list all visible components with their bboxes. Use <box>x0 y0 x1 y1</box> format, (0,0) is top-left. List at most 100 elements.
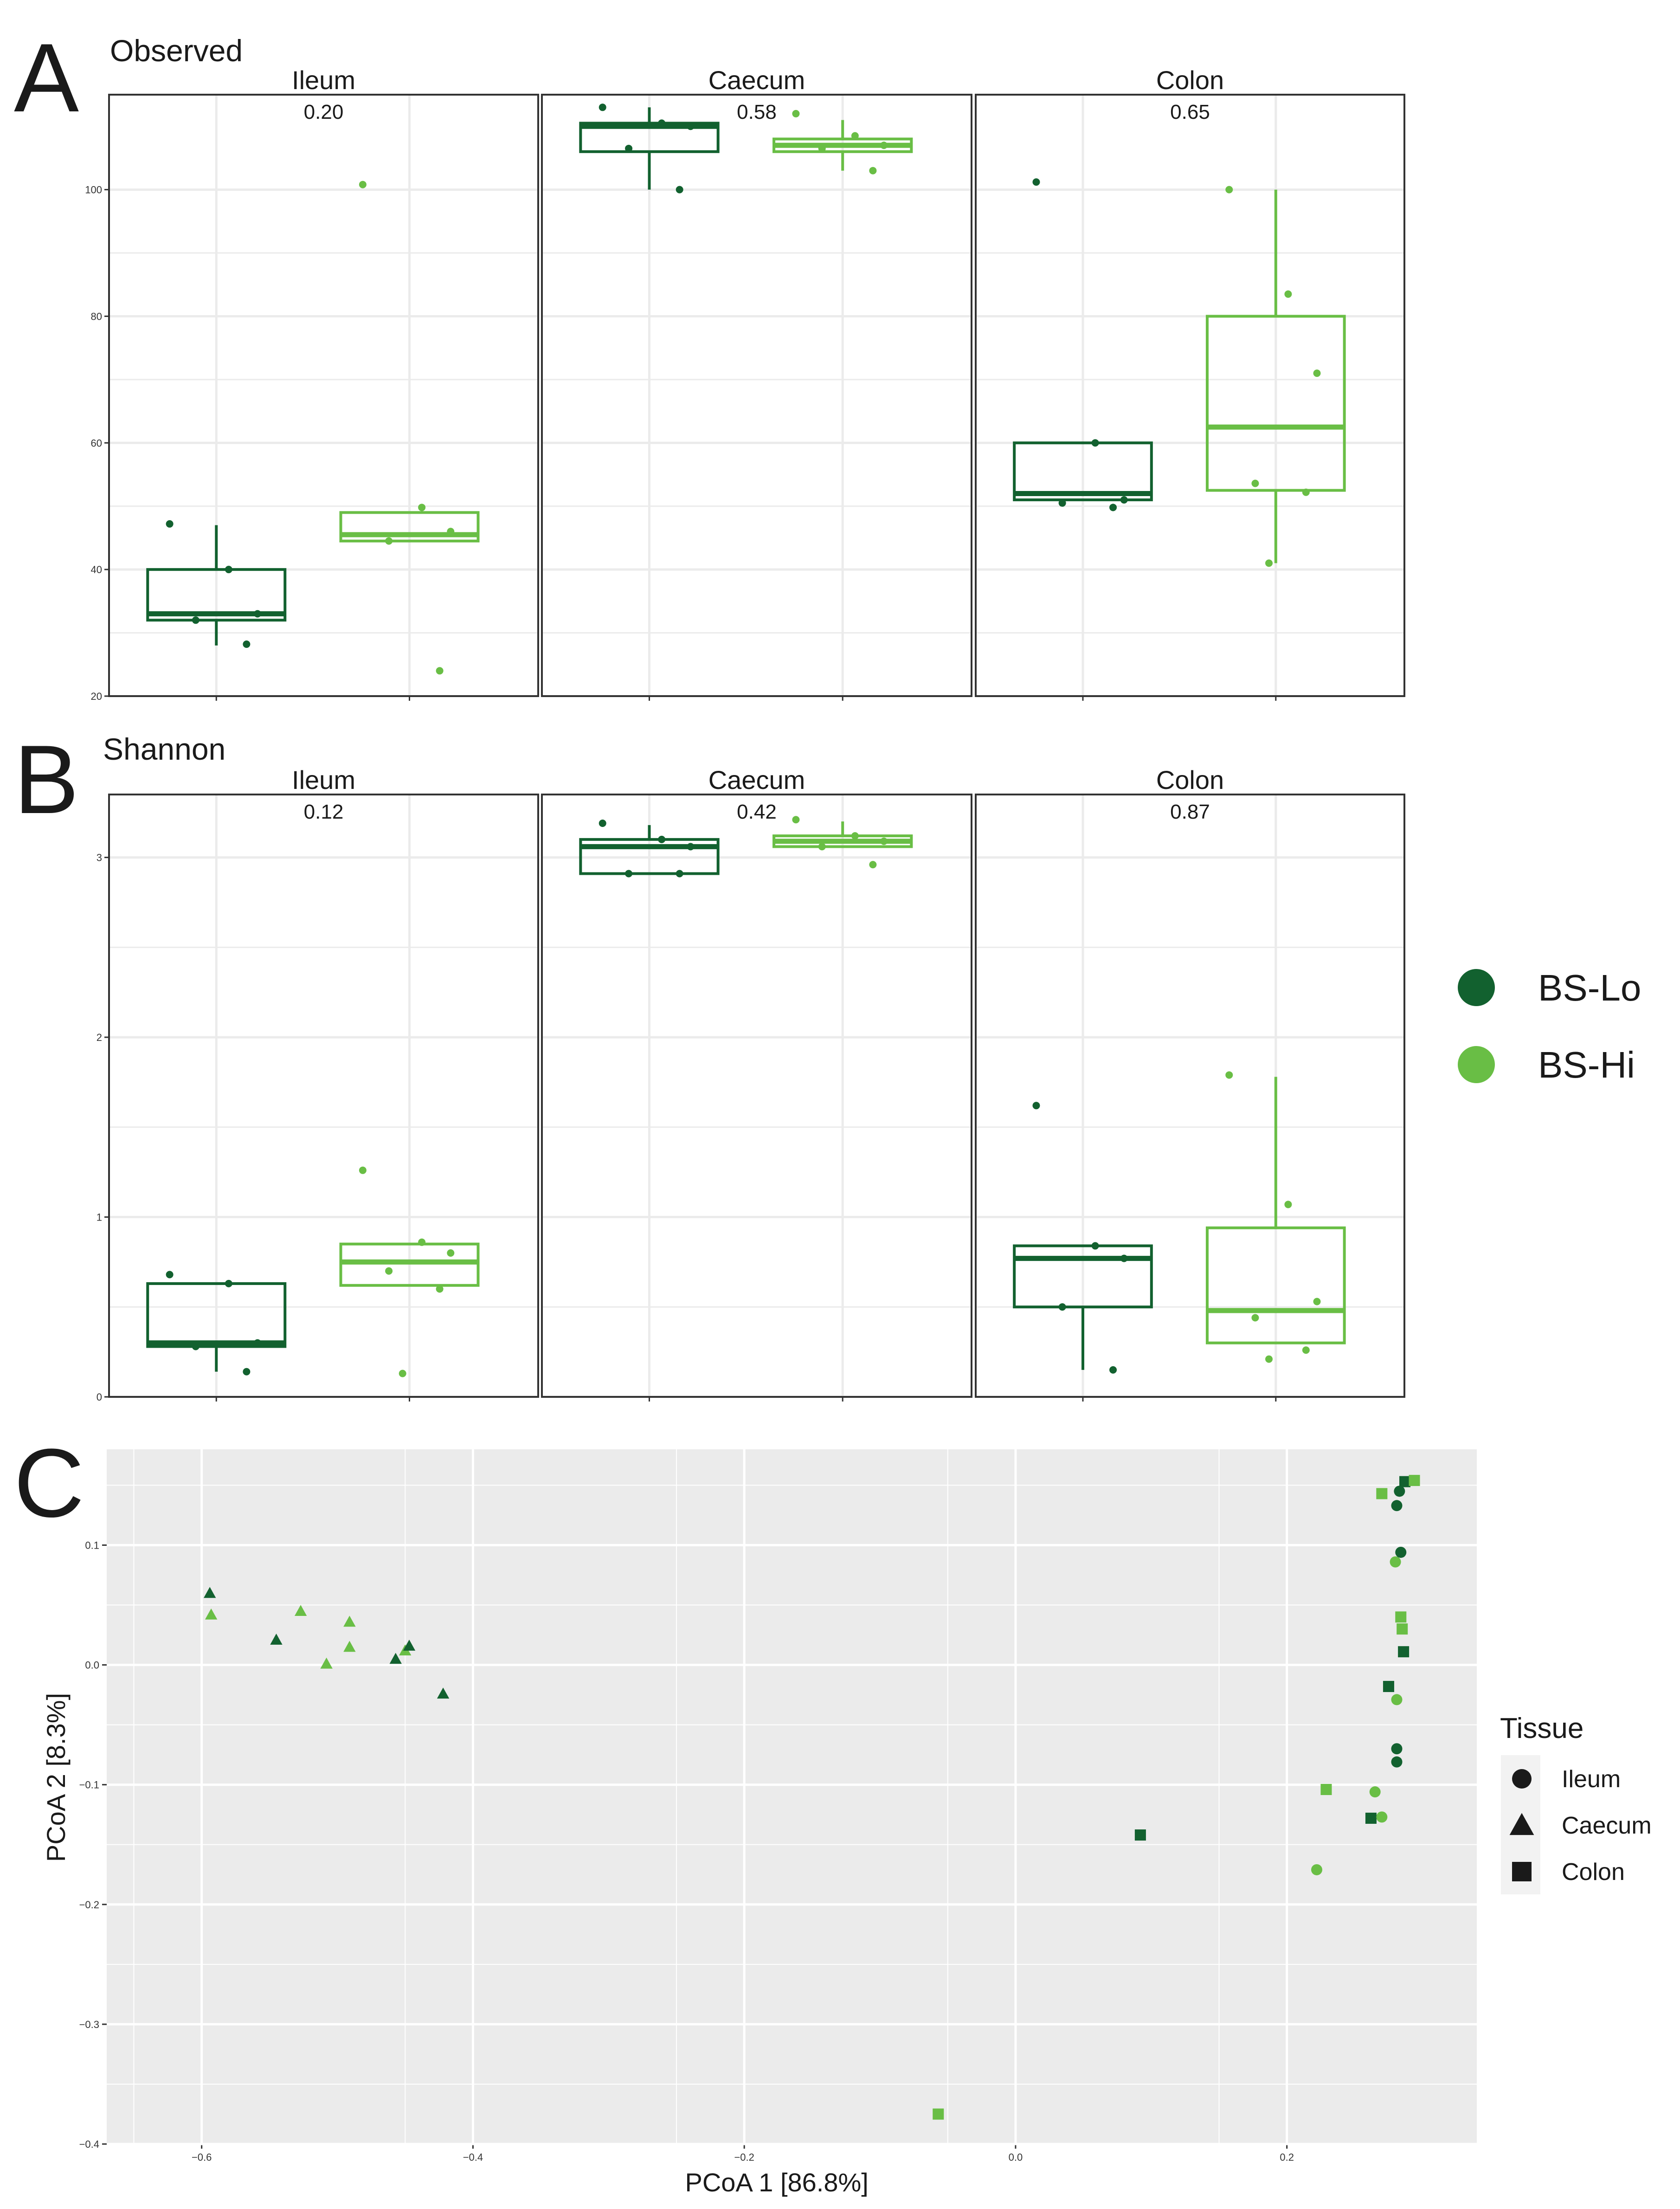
sample-point-caecum <box>437 1687 450 1699</box>
data-point <box>359 181 367 188</box>
facet-border <box>975 794 1405 1398</box>
box-bs-lo <box>579 103 720 194</box>
legend-label: BS-Hi <box>1538 1044 1635 1085</box>
iqr-box <box>146 568 287 622</box>
legend-swatch <box>1458 969 1495 1006</box>
iqr-box <box>579 122 720 153</box>
plot-background <box>107 1449 1477 2144</box>
data-point <box>1109 1366 1117 1374</box>
data-point <box>359 1166 367 1174</box>
panel-c-pcoa: −0.6 −0.4 −0.2 0.0 0.2 −0.4 −0.3 −0.2 −0.1 0.0 0.1… <box>41 1449 1477 2197</box>
sample-point-caecum <box>270 1634 283 1645</box>
x-tick-label: −0.4 <box>463 2151 483 2163</box>
data-point <box>869 861 877 869</box>
data-point <box>254 610 262 618</box>
data-point <box>1091 1242 1099 1250</box>
box-bs-hi <box>339 181 480 675</box>
data-point <box>687 843 695 851</box>
chart-title: Observed <box>110 33 243 68</box>
data-point <box>192 1343 200 1350</box>
data-point <box>1058 499 1066 507</box>
sample-point-colon <box>1395 1611 1407 1623</box>
iqr-box <box>1013 441 1153 502</box>
data-point <box>1032 1102 1040 1110</box>
box-bs-lo <box>146 520 287 648</box>
facet-colon: Colon 0.87 <box>975 765 1405 1402</box>
data-point <box>658 119 666 127</box>
data-point <box>676 870 683 878</box>
legend-item-ileum: Ileum <box>1512 1766 1621 1793</box>
facet-label: Colon <box>1156 765 1224 794</box>
data-point <box>1251 1314 1259 1322</box>
data-point <box>254 1339 262 1347</box>
data-point <box>192 616 200 624</box>
chart-title: Shannon <box>103 732 225 766</box>
legend-label: Ileum <box>1562 1766 1621 1793</box>
legend-item-bs-lo: BS-Lo <box>1458 967 1641 1008</box>
iqr-box <box>146 1282 287 1348</box>
x-tick-label: −0.6 <box>192 2151 212 2163</box>
sample-point-colon <box>1409 1475 1420 1486</box>
x-tick-label: −0.2 <box>734 2151 754 2163</box>
facet-border <box>108 94 539 697</box>
data-point <box>447 528 455 536</box>
panel-b-shannon: Shannon 0 1 2 3 Ileum 0.12 Caecum 0.42 Colon 0.87 <box>97 732 1405 1403</box>
sample-point-colon <box>1398 1646 1410 1658</box>
p-value-label: 0.87 <box>1170 801 1210 823</box>
data-point <box>166 520 174 528</box>
data-point <box>851 832 859 840</box>
data-point <box>792 110 800 117</box>
facet-border <box>541 94 972 697</box>
data-point <box>880 837 888 845</box>
data-point <box>676 186 683 194</box>
y-tick-label: 80 <box>91 310 102 322</box>
sample-point-colon <box>933 2108 944 2120</box>
x-tick-label: 0.2 <box>1280 2151 1294 2163</box>
data-point <box>225 566 232 574</box>
data-point <box>1313 369 1321 377</box>
data-point <box>436 667 444 675</box>
sample-point-colon <box>1134 1829 1146 1841</box>
legend-swatch <box>1458 1046 1495 1083</box>
sample-point-colon <box>1399 1476 1411 1487</box>
sample-point-ileum <box>1369 1786 1381 1798</box>
box-bs-hi <box>1205 1071 1346 1363</box>
facet-border <box>975 94 1405 697</box>
y-tick-label: 0 <box>97 1391 102 1403</box>
facet-label: Ileum <box>292 65 355 95</box>
iqr-box <box>339 511 480 543</box>
y-tick-label: 0.0 <box>85 1660 99 1671</box>
legend-item-bs-hi: BS-Hi <box>1458 1044 1635 1085</box>
sample-point-caecum <box>389 1653 402 1664</box>
y-axis-label: PCoA 2 [8.3%] <box>41 1693 71 1862</box>
p-value-label: 0.42 <box>737 801 777 823</box>
data-point <box>880 142 888 149</box>
y-tick-label: 0.1 <box>85 1539 99 1551</box>
sample-point-caecum <box>205 1608 218 1620</box>
data-point <box>1225 186 1233 194</box>
facet-border <box>108 794 539 1398</box>
data-point <box>687 123 695 130</box>
data-point <box>851 132 859 140</box>
box-bs-hi <box>1205 186 1346 567</box>
data-point <box>1091 439 1099 447</box>
sample-point-caecum <box>343 1615 356 1627</box>
data-point <box>1120 1254 1128 1262</box>
sample-point-colon <box>1383 1681 1394 1692</box>
box-bs-lo <box>579 819 720 878</box>
data-point <box>869 167 877 174</box>
facet-label: Caecum <box>708 765 805 794</box>
sample-point-caecum <box>343 1641 356 1652</box>
iqr-box <box>579 838 720 875</box>
data-point <box>1225 1071 1233 1079</box>
facet-colon: Colon 0.65 <box>975 65 1405 701</box>
box-bs-hi <box>772 816 913 869</box>
data-point <box>166 1271 174 1279</box>
sample-point-colon <box>1397 1623 1408 1635</box>
sample-point-colon <box>1365 1812 1377 1824</box>
box-bs-lo <box>146 1271 287 1376</box>
data-point <box>418 1238 426 1246</box>
y-tick-label: −0.3 <box>79 2019 99 2030</box>
sample-point-ileum <box>1391 1743 1403 1755</box>
